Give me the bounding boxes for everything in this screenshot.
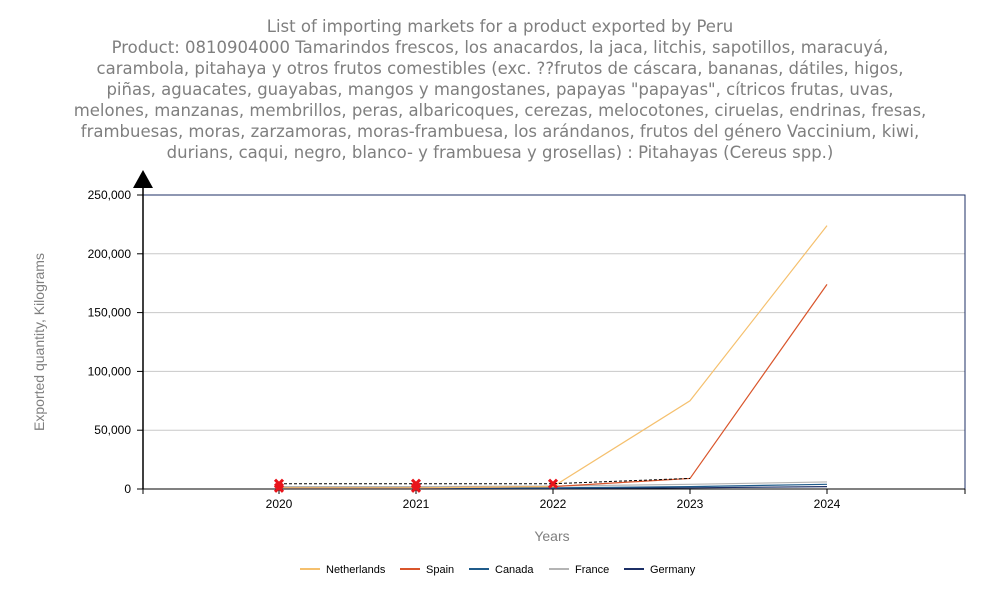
legend-label: Germany: [650, 564, 696, 576]
y-tick-label: 250,000: [88, 188, 132, 202]
chart-subtitle-line: durians, caqui, negro, blanco- y frambue…: [166, 143, 834, 162]
legend-label: Canada: [495, 564, 534, 576]
x-tick-label: 2023: [677, 497, 704, 511]
legend: Netherlands Spain Canada France Germany: [300, 564, 696, 576]
tick-labels: 0 50,000 100,000 150,000 200,000 250,000 2020 2…: [31, 188, 841, 544]
plot-frame: [142, 194, 966, 490]
markers: [273, 478, 559, 493]
x-tick-label: 2020: [266, 497, 293, 511]
y-tick-label: 50,000: [94, 423, 131, 437]
x-tick-label: 2024: [814, 497, 841, 511]
y-tick-label: 150,000: [88, 306, 132, 320]
gridlines: [143, 194, 965, 431]
marker-x: [273, 482, 285, 493]
legend-label: Netherlands: [326, 564, 386, 576]
marker-x: [410, 482, 422, 493]
x-tick-label: 2021: [403, 497, 430, 511]
chart-subtitle-line: frambuesas, moras, zarzamoras, moras-fra…: [80, 122, 920, 141]
legend-label: France: [575, 564, 609, 576]
overlay-dashed-line: [279, 477, 691, 485]
y-axis-arrow: [133, 170, 153, 188]
x-axis-title: Years: [534, 528, 569, 544]
y-tick-label: 100,000: [88, 364, 132, 378]
marker-x: [547, 478, 559, 489]
chart-title-line-main: List of importing markets for a product …: [266, 17, 734, 36]
y-axis-title: Exported quantity, Kilograms: [31, 253, 47, 431]
chart-title: List of importing markets for a product …: [0, 16, 1000, 163]
y-tick-label: 200,000: [88, 247, 132, 261]
series-line-netherlands: [279, 225, 828, 489]
legend-item-netherlands: Netherlands: [300, 564, 386, 576]
y-tick-label: 0: [124, 482, 131, 496]
chart-subtitle-line: carambola, pitahaya y otros frutos comes…: [96, 59, 904, 78]
axes: [133, 170, 966, 494]
legend-item-canada: Canada: [469, 564, 534, 576]
legend-item-france: France: [549, 564, 609, 576]
series-line-spain: [279, 284, 828, 489]
legend-item-spain: Spain: [400, 564, 454, 576]
series-lines: [279, 225, 828, 490]
chart-subtitle-line: melones, manzanas, membrillos, peras, al…: [73, 101, 927, 120]
chart-subtitle-line: piñas, aguacates, guayabas, mangos y man…: [106, 80, 894, 99]
x-tick-label: 2022: [540, 497, 567, 511]
legend-item-germany: Germany: [624, 564, 696, 576]
chart-subtitle-line: Product: 0810904000 Tamarindos frescos, …: [111, 38, 889, 57]
legend-label: Spain: [426, 564, 454, 576]
